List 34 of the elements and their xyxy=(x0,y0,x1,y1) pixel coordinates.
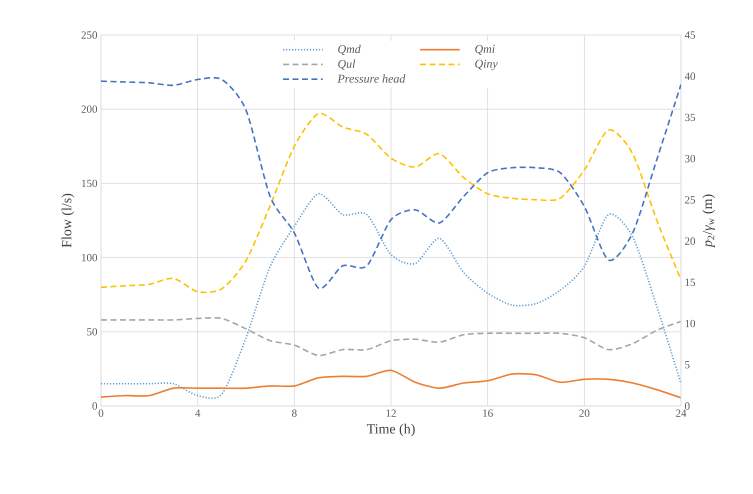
legend-label: Qmi xyxy=(475,44,495,55)
y2-tick-label: 20 xyxy=(685,237,696,245)
x-tick-label: 0 xyxy=(98,410,104,417)
x-tick-label: 12 xyxy=(386,410,396,417)
y2-tick-label: 35 xyxy=(685,114,696,122)
y-tick-label: 150 xyxy=(82,180,98,188)
x-tick-label: 16 xyxy=(483,410,493,417)
y2-tick-label: 45 xyxy=(684,31,696,39)
legend-label: Qmd xyxy=(338,44,361,55)
y-tick-label: 100 xyxy=(82,254,98,262)
legend-label: Qul xyxy=(338,60,356,70)
x-axis-title: Time (h) xyxy=(366,424,415,436)
x-tick-label: 4 xyxy=(195,410,200,417)
y-tick-label: 0 xyxy=(92,402,98,410)
y-axis-title: Flow (l/s) xyxy=(62,194,74,248)
y-tick-label: 50 xyxy=(87,328,98,336)
x-tick-label: 24 xyxy=(676,410,686,417)
y2-tick-label: 25 xyxy=(685,196,696,204)
y2-tick-label: 15 xyxy=(685,278,696,286)
line-series xyxy=(101,317,682,356)
y2-tick-label: 5 xyxy=(685,361,690,368)
y-tick-label: 250 xyxy=(82,31,98,39)
line-series xyxy=(101,112,682,294)
y2-axis-title: p$_{2}$/γ$_{w}$ (m) xyxy=(702,194,715,248)
y2-tick-label: 30 xyxy=(685,154,696,162)
y-tick-label: 200 xyxy=(82,106,98,113)
y2-tick-label: 0 xyxy=(684,402,690,410)
y2-tick-label: 10 xyxy=(685,320,696,328)
y2-tick-label: 40 xyxy=(684,72,696,80)
x-tick-label: 20 xyxy=(579,410,590,417)
legend-label: Qiny xyxy=(475,60,498,70)
x-tick-label: 8 xyxy=(292,410,297,417)
legend-label: Pressure head xyxy=(337,74,406,83)
line-series xyxy=(101,370,682,399)
